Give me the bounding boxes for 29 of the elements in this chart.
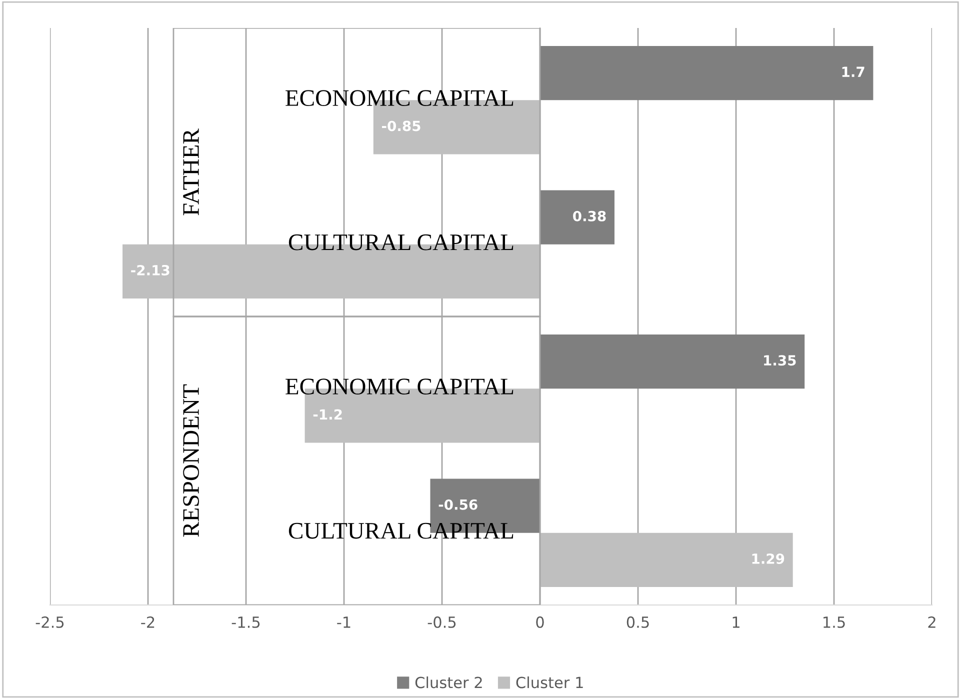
y-tick-label: CULTURAL CAPITAL xyxy=(288,234,514,250)
x-tick-label: -0.5 xyxy=(428,616,456,628)
bar xyxy=(540,532,793,587)
x-tick-label: -2 xyxy=(141,616,154,628)
data-label: 1.29 xyxy=(752,553,784,564)
x-tick-label: -1.5 xyxy=(232,616,260,628)
bar xyxy=(540,46,874,100)
annotation: RESPONDENT xyxy=(183,384,199,537)
data-label: 0.38 xyxy=(573,210,606,222)
x-tick-label: -2.5 xyxy=(36,616,64,628)
bar xyxy=(540,190,614,244)
data-label: -0.85 xyxy=(382,120,420,132)
legend-label: Cluster 1 xyxy=(516,676,583,688)
x-tick-label: -1 xyxy=(337,616,350,628)
data-label: 1.7 xyxy=(842,66,864,77)
data-label: -2.13 xyxy=(131,264,170,276)
x-tick-label: 2 xyxy=(928,616,936,628)
bar xyxy=(540,334,805,389)
x-tick-label: 1 xyxy=(732,616,740,628)
y-tick-label: ECONOMIC CAPITAL xyxy=(286,90,514,106)
data-label: -0.56 xyxy=(438,499,478,510)
data-label: -1.2 xyxy=(313,409,342,420)
y-tick-label: ECONOMIC CAPITAL xyxy=(286,378,514,395)
annotation: FATHER xyxy=(183,128,199,216)
data-label: 1.35 xyxy=(764,355,796,366)
x-tick-label: 1.5 xyxy=(824,616,845,628)
legend-label: Cluster 2 xyxy=(415,676,482,688)
x-tick-label: 0.5 xyxy=(626,616,649,628)
x-tick-label: 0 xyxy=(536,616,544,628)
